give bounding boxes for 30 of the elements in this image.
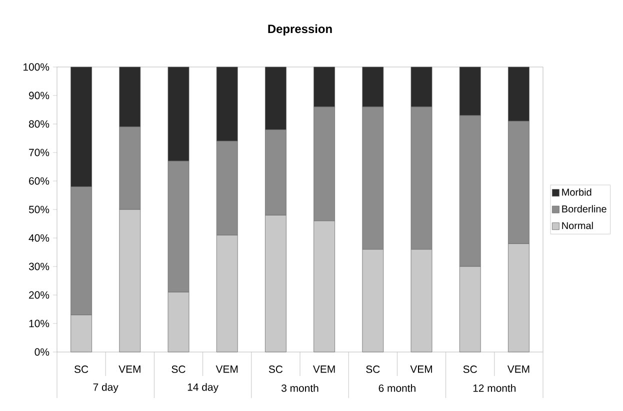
text: 6 month xyxy=(378,384,416,392)
x-tick-label: SC xyxy=(366,366,380,373)
legend-label: Morbid xyxy=(562,188,592,196)
text: 7 day xyxy=(93,383,118,393)
y-tick-label: 10% xyxy=(29,320,50,328)
x-tick-label: VEM xyxy=(313,366,335,373)
x-tick-label: VEM xyxy=(507,366,530,373)
y-tick-label: 40% xyxy=(28,234,50,242)
text: 3 month xyxy=(281,384,318,392)
x-tick-label: VEM xyxy=(410,366,432,373)
x-tick-label: SC xyxy=(463,366,477,373)
x-tick-label: SC xyxy=(74,366,88,373)
text: 14 day xyxy=(188,383,218,393)
x-tick-label: VEM xyxy=(118,366,140,373)
y-tick-label: 20% xyxy=(29,291,50,299)
text: 12 month xyxy=(473,384,516,392)
y-tick-label: 90% xyxy=(29,92,50,100)
legend-label: Borderline xyxy=(562,205,606,212)
x-tick-label: VEM xyxy=(216,366,238,373)
y-tick-label: 50% xyxy=(28,206,50,214)
y-tick-label: 30% xyxy=(28,262,50,270)
y-tick-label: 80% xyxy=(28,120,50,128)
y-tick-label: 70% xyxy=(29,148,50,156)
chart-title: Depression xyxy=(268,24,332,36)
y-tick-label: 0% xyxy=(34,348,50,356)
y-tick-label: 60% xyxy=(29,177,50,185)
legend-label: Normal xyxy=(562,222,593,230)
x-tick-label: SC xyxy=(172,366,186,373)
x-tick-label: SC xyxy=(268,366,283,373)
y-tick-label: 100% xyxy=(24,63,50,71)
